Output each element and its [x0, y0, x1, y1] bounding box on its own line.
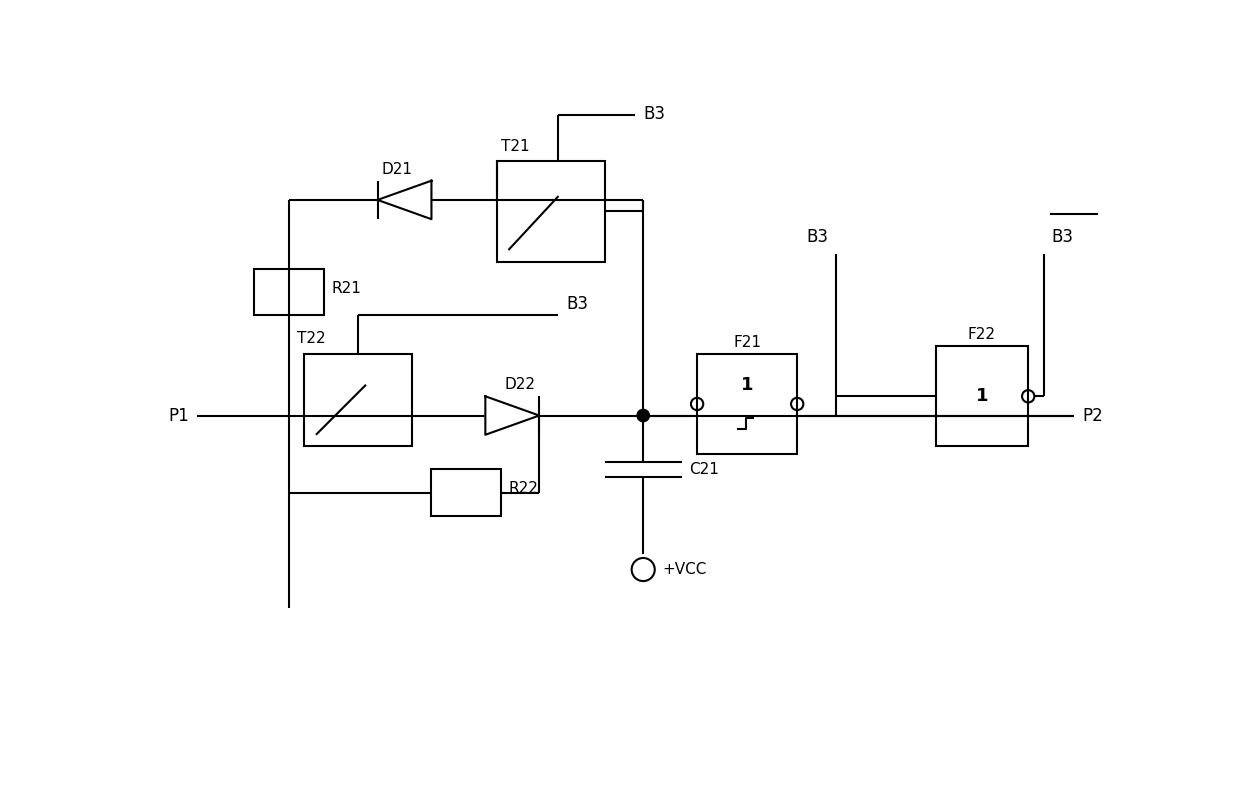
Text: B3: B3	[1052, 228, 1074, 246]
Polygon shape	[377, 181, 432, 220]
Text: T21: T21	[501, 139, 529, 153]
Bar	[497, 161, 605, 261]
Text: B3: B3	[806, 228, 828, 246]
Text: 1: 1	[976, 387, 988, 405]
Bar	[697, 354, 797, 454]
Text: F21: F21	[733, 335, 761, 350]
Text: +VCC: +VCC	[662, 562, 707, 577]
Text: T22: T22	[296, 331, 325, 346]
Text: P1: P1	[169, 407, 188, 424]
Circle shape	[637, 409, 650, 422]
Text: R22: R22	[508, 481, 538, 496]
Bar	[304, 354, 412, 446]
Text: B3: B3	[644, 105, 665, 123]
Bar	[936, 346, 1028, 446]
Text: B3: B3	[567, 295, 588, 313]
Text: D22: D22	[505, 378, 536, 393]
Bar	[254, 269, 324, 316]
Text: C21: C21	[689, 462, 719, 477]
Bar	[432, 469, 501, 515]
Text: P2: P2	[1083, 407, 1102, 424]
Text: R21: R21	[331, 281, 361, 296]
Text: D21: D21	[382, 162, 413, 177]
Polygon shape	[485, 397, 539, 434]
Text: 1: 1	[740, 375, 754, 394]
Text: F22: F22	[968, 327, 996, 342]
